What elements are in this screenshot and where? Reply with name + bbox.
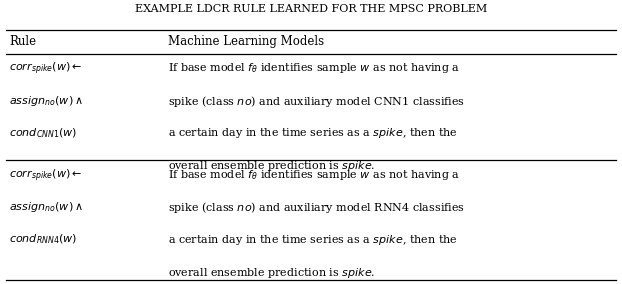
Text: spike (class $no$) and auxiliary model CNN1 classifies: spike (class $no$) and auxiliary model C… xyxy=(168,94,465,109)
Text: overall ensemble prediction is $spike$.: overall ensemble prediction is $spike$. xyxy=(168,266,376,279)
Text: $corr_{spike}(w) \leftarrow$: $corr_{spike}(w) \leftarrow$ xyxy=(9,168,83,184)
Text: $assign_{no}(w) \wedge$: $assign_{no}(w) \wedge$ xyxy=(9,200,83,214)
Text: a certain day in the time series as a $spike$, then the: a certain day in the time series as a $s… xyxy=(168,233,458,247)
Text: If base model $f_{\theta}$ identifies sample $w$ as not having a: If base model $f_{\theta}$ identifies sa… xyxy=(168,61,460,75)
Text: overall ensemble prediction is $spike$.: overall ensemble prediction is $spike$. xyxy=(168,159,376,173)
Text: $cond_{CNN1}(w)$: $cond_{CNN1}(w)$ xyxy=(9,126,78,140)
Text: $assign_{no}(w) \wedge$: $assign_{no}(w) \wedge$ xyxy=(9,94,83,108)
Text: EXAMPLE LDCR RULE LEARNED FOR THE MPSC PROBLEM: EXAMPLE LDCR RULE LEARNED FOR THE MPSC P… xyxy=(135,4,487,14)
Text: $cond_{RNN4}(w)$: $cond_{RNN4}(w)$ xyxy=(9,233,78,247)
Text: $corr_{spike}(w) \leftarrow$: $corr_{spike}(w) \leftarrow$ xyxy=(9,61,83,78)
Text: a certain day in the time series as a $spike$, then the: a certain day in the time series as a $s… xyxy=(168,126,458,140)
Text: spike (class $no$) and auxiliary model RNN4 classifies: spike (class $no$) and auxiliary model R… xyxy=(168,200,465,215)
Text: If base model $f_{\theta}$ identifies sample $w$ as not having a: If base model $f_{\theta}$ identifies sa… xyxy=(168,168,460,181)
Text: Rule: Rule xyxy=(9,36,37,48)
Text: Machine Learning Models: Machine Learning Models xyxy=(168,36,324,48)
